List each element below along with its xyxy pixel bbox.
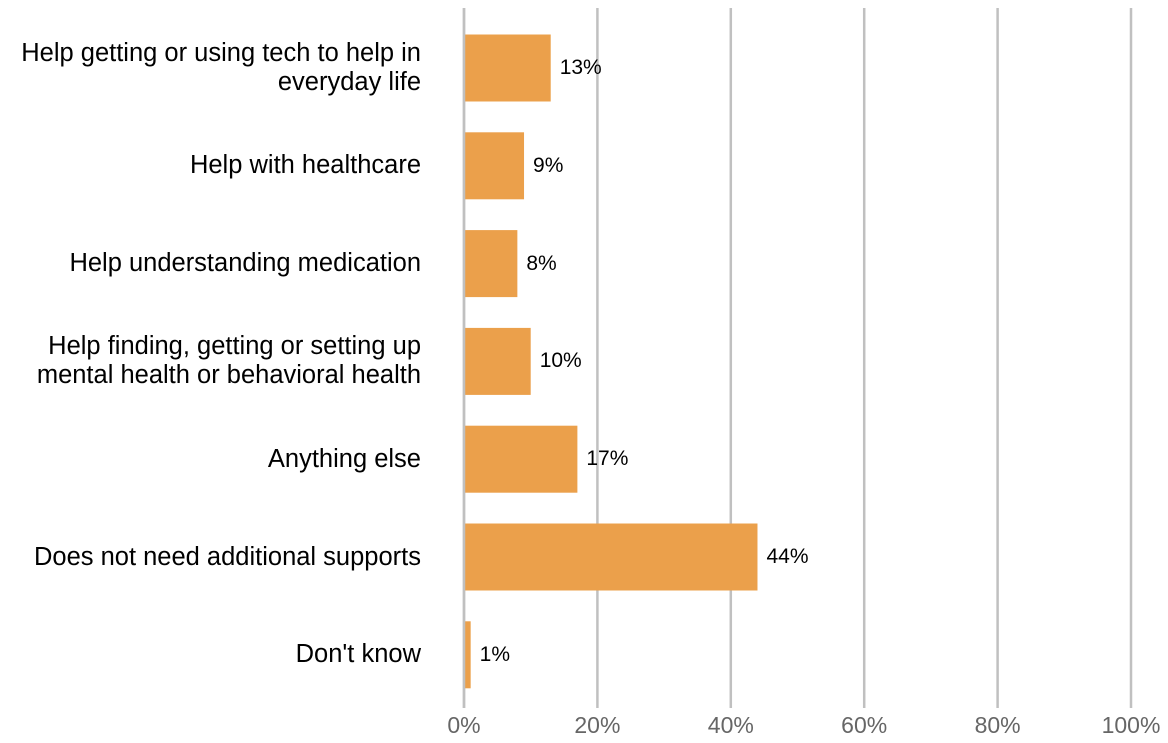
data-label: 17% <box>586 447 629 471</box>
bar <box>464 132 525 200</box>
data-label: 8% <box>526 251 557 275</box>
category-label: Help with healthcare <box>189 151 421 180</box>
category-label: Anything else <box>267 444 421 473</box>
category-label: Does not need additional supports <box>33 542 421 571</box>
x-tick-label: 20% <box>574 712 621 738</box>
x-tick-label: 40% <box>707 712 754 738</box>
bar <box>464 230 518 298</box>
data-label: 9% <box>533 153 564 177</box>
data-label: 1% <box>479 642 511 666</box>
data-label: 13% <box>559 56 602 79</box>
x-tick-label: 0% <box>447 712 481 738</box>
bar <box>464 327 531 395</box>
x-tick-label: 100% <box>1101 712 1161 738</box>
data-label: 10% <box>539 349 582 373</box>
bar <box>464 425 578 493</box>
category-label: Help understanding medication <box>69 249 421 278</box>
bar <box>464 621 471 689</box>
x-tick-label: 80% <box>974 712 1021 738</box>
category-label: Help getting or using tech to help in ev… <box>21 39 421 96</box>
data-label: 44% <box>766 545 809 568</box>
x-tick-label: 60% <box>841 712 888 738</box>
category-label: Help finding, getting or setting up ment… <box>36 332 421 390</box>
category-label: Don't know <box>295 640 421 669</box>
bar <box>464 34 551 102</box>
bar <box>464 523 758 591</box>
